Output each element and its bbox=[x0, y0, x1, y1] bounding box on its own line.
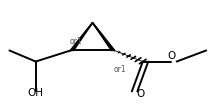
Polygon shape bbox=[71, 23, 93, 51]
Text: O: O bbox=[167, 51, 175, 61]
Text: OH: OH bbox=[28, 88, 44, 98]
Text: or1: or1 bbox=[113, 65, 126, 74]
Text: or1: or1 bbox=[70, 37, 82, 46]
Text: O: O bbox=[136, 89, 145, 99]
Polygon shape bbox=[71, 23, 93, 51]
Polygon shape bbox=[93, 23, 114, 51]
